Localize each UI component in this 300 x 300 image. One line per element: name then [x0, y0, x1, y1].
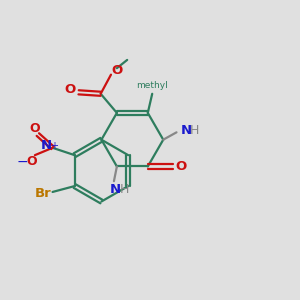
Text: O: O — [29, 122, 40, 135]
Text: −: − — [17, 154, 28, 169]
Text: H: H — [190, 124, 200, 137]
Text: N: N — [40, 139, 52, 152]
Text: O: O — [176, 160, 187, 173]
Text: O: O — [26, 155, 37, 168]
Text: Br: Br — [35, 187, 52, 200]
Text: N: N — [110, 183, 121, 196]
Text: O: O — [112, 64, 123, 77]
Text: methyl: methyl — [136, 81, 168, 90]
Text: O: O — [65, 83, 76, 96]
Text: H: H — [119, 183, 129, 196]
Text: +: + — [50, 141, 58, 151]
Text: N: N — [180, 124, 191, 137]
